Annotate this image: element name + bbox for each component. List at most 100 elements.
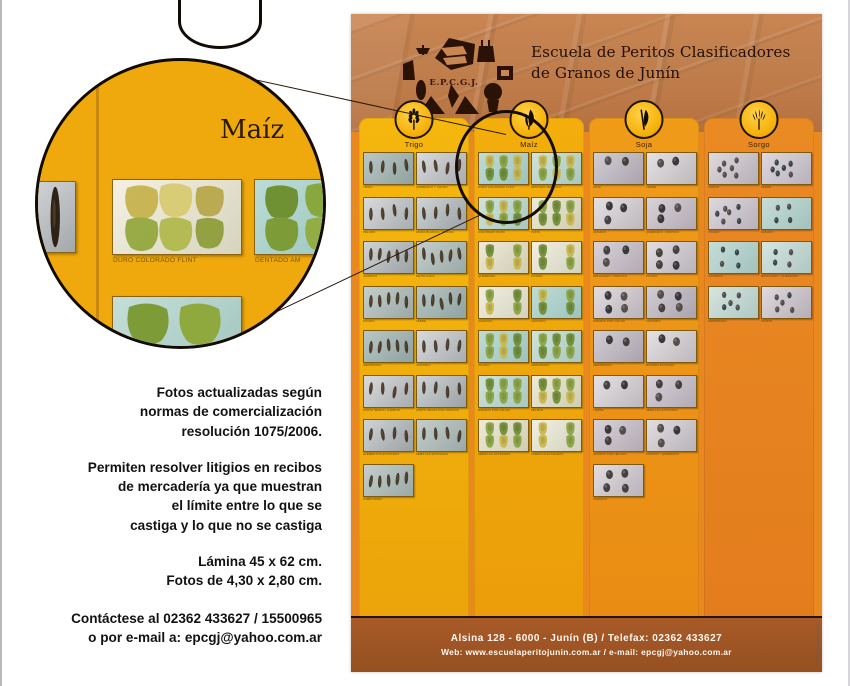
sample-photo[interactable] <box>708 196 760 230</box>
sample-photo[interactable] <box>530 419 582 453</box>
sample-photo[interactable] <box>478 374 530 408</box>
sample-photo[interactable] <box>593 463 645 497</box>
sample-cell[interactable]: REVOLCADO <box>415 241 467 278</box>
sample-cell[interactable]: SEMILLAS EXTRAÑAS <box>478 419 530 456</box>
sample-photo[interactable] <box>415 419 467 453</box>
sample-cell[interactable]: PELADO <box>530 374 582 412</box>
sample-photo[interactable] <box>363 463 415 497</box>
sample-photo[interactable] <box>593 374 645 408</box>
sample-cell[interactable]: DAÑADO POR CALOR <box>478 374 530 412</box>
sample-photo[interactable] <box>478 330 530 364</box>
sample-photo[interactable] <box>645 330 697 364</box>
sample-cell[interactable]: PUNTA NEGRA POR HONGOS <box>415 374 467 412</box>
sample-photo[interactable] <box>478 196 530 230</box>
sample-cell[interactable]: TANINO <box>760 285 812 323</box>
sample-cell[interactable]: MATERIA EXTRAÑA <box>645 330 697 367</box>
sample-cell[interactable]: PICADO <box>530 241 582 278</box>
sample-photo[interactable] <box>760 196 812 230</box>
magnifier-photo-duro-colorado-flint[interactable] <box>112 179 242 255</box>
magnifier-photo-dentado-amarillo[interactable] <box>254 179 323 255</box>
sample-cell[interactable]: PELADO <box>363 196 415 234</box>
sample-photo[interactable] <box>478 241 530 275</box>
sample-cell[interactable]: CHAMICO <box>593 463 645 501</box>
crop-column-soja[interactable]: Soja SOJA VERDE DAÑADO QUEBRADO / PARTIDO MAN… <box>589 100 699 625</box>
sample-photo[interactable] <box>363 330 415 364</box>
sample-cell[interactable]: SOJA <box>593 152 645 189</box>
sample-photo[interactable] <box>645 241 697 275</box>
sample-photo[interactable] <box>363 241 415 275</box>
sample-photo[interactable] <box>415 285 467 319</box>
sample-photo[interactable] <box>645 152 697 185</box>
sample-photo[interactable] <box>645 285 697 319</box>
sample-photo[interactable] <box>530 241 582 275</box>
sample-cell[interactable]: SEMILLAS EXTRAÑAS <box>415 419 467 456</box>
sample-cell[interactable]: CHUPADO <box>415 330 467 367</box>
sample-photo[interactable] <box>415 374 467 408</box>
sample-cell[interactable]: GERMINADO <box>708 285 760 323</box>
sample-cell[interactable]: VERDE <box>645 152 697 189</box>
sample-cell[interactable]: CHUPADO <box>708 241 760 278</box>
sample-photo[interactable] <box>415 152 467 185</box>
sample-photo[interactable] <box>593 330 645 364</box>
sample-photo[interactable] <box>593 285 645 319</box>
crop-column-sorgo[interactable]: Sorgo SORGO VERDE PICADO DAÑADO CHUPADO MANCHA… <box>704 100 814 625</box>
sample-photo[interactable] <box>530 152 582 185</box>
sample-photo[interactable] <box>530 374 582 408</box>
sample-photo[interactable] <box>530 285 582 319</box>
sample-cell[interactable]: CHUPADO <box>530 285 582 323</box>
sample-cell[interactable]: VERDE <box>415 285 467 323</box>
sample-photo[interactable] <box>415 241 467 275</box>
sample-cell[interactable]: GERMINADO <box>593 330 645 367</box>
sample-cell[interactable]: PLATA <box>530 196 582 234</box>
sample-cell[interactable]: GERMINADO <box>530 330 582 367</box>
sample-photo[interactable] <box>415 196 467 230</box>
sample-photo[interactable] <box>708 152 760 185</box>
sample-cell[interactable]: SORGO <box>708 152 760 189</box>
sample-photo[interactable] <box>760 152 812 185</box>
sample-cell[interactable]: DAÑADO POR CALOR <box>593 285 645 323</box>
sample-photo[interactable] <box>478 152 530 185</box>
sample-photo[interactable] <box>363 285 415 319</box>
sample-photo[interactable] <box>760 285 812 319</box>
sample-cell[interactable]: PICADO <box>645 241 697 278</box>
sample-photo[interactable] <box>593 152 645 185</box>
sample-cell[interactable]: PUNTA NEGRA / CARBON <box>363 374 415 412</box>
magnifier-photo-lower[interactable] <box>112 296 242 346</box>
sample-photo[interactable] <box>593 419 645 453</box>
sample-cell[interactable]: DENTADO AMARILLO <box>530 152 582 189</box>
sample-cell[interactable]: COLORADO DURO <box>478 196 530 234</box>
sample-photo[interactable] <box>478 285 530 319</box>
sample-cell[interactable]: QUEBRADO <box>478 241 530 278</box>
sample-cell[interactable]: PARTIDO / QUEBRADO <box>645 419 697 456</box>
sample-photo[interactable] <box>363 419 415 453</box>
sample-cell[interactable]: CARBONADO <box>363 463 415 501</box>
sample-cell[interactable]: DURO COLORADO FLINT <box>478 152 530 189</box>
sample-cell[interactable]: CHAMICO <box>478 285 530 323</box>
sample-photo[interactable] <box>478 419 530 453</box>
sample-photo[interactable] <box>708 241 760 275</box>
sample-cell[interactable]: MANCHADO / QUEBRADO <box>760 241 812 278</box>
sample-photo[interactable] <box>363 374 415 408</box>
sample-cell[interactable]: CHUPADO <box>645 285 697 323</box>
sample-photo[interactable] <box>363 152 415 185</box>
sample-photo[interactable] <box>530 330 582 364</box>
sample-photo[interactable] <box>760 241 812 275</box>
sample-photo[interactable] <box>645 419 697 453</box>
sample-cell[interactable]: VERDE <box>760 152 812 189</box>
crop-column-maiz[interactable]: Maíz DURO COLORADO FLINT DENTADO AMARILLO C… <box>474 100 584 625</box>
magnifier-edge-photo[interactable] <box>38 181 76 253</box>
sample-cell[interactable]: DAÑADO POR HELADA <box>593 419 645 456</box>
sample-cell[interactable]: MANCHADO / MOHOSO <box>593 241 645 278</box>
sample-cell[interactable]: SEMILLAS EXTRAÑAS <box>645 374 697 412</box>
sample-photo[interactable] <box>708 285 760 319</box>
sample-cell[interactable]: TIERRA <box>593 374 645 412</box>
sample-cell[interactable]: QUEBRADO / PARTIDO <box>645 196 697 234</box>
sample-cell[interactable]: PICADO <box>478 330 530 367</box>
sample-photo[interactable] <box>530 196 582 230</box>
sample-photo[interactable] <box>645 196 697 230</box>
sample-cell[interactable]: DAÑADO <box>593 196 645 234</box>
sample-photo[interactable] <box>593 241 645 275</box>
crop-column-trigo[interactable]: Trigo TRIGO QUEBRADO Y CHUZO PELADO PANZA BL… <box>359 100 469 625</box>
sample-cell[interactable]: PICADO <box>708 196 760 234</box>
sample-cell[interactable]: PICADO <box>363 285 415 323</box>
